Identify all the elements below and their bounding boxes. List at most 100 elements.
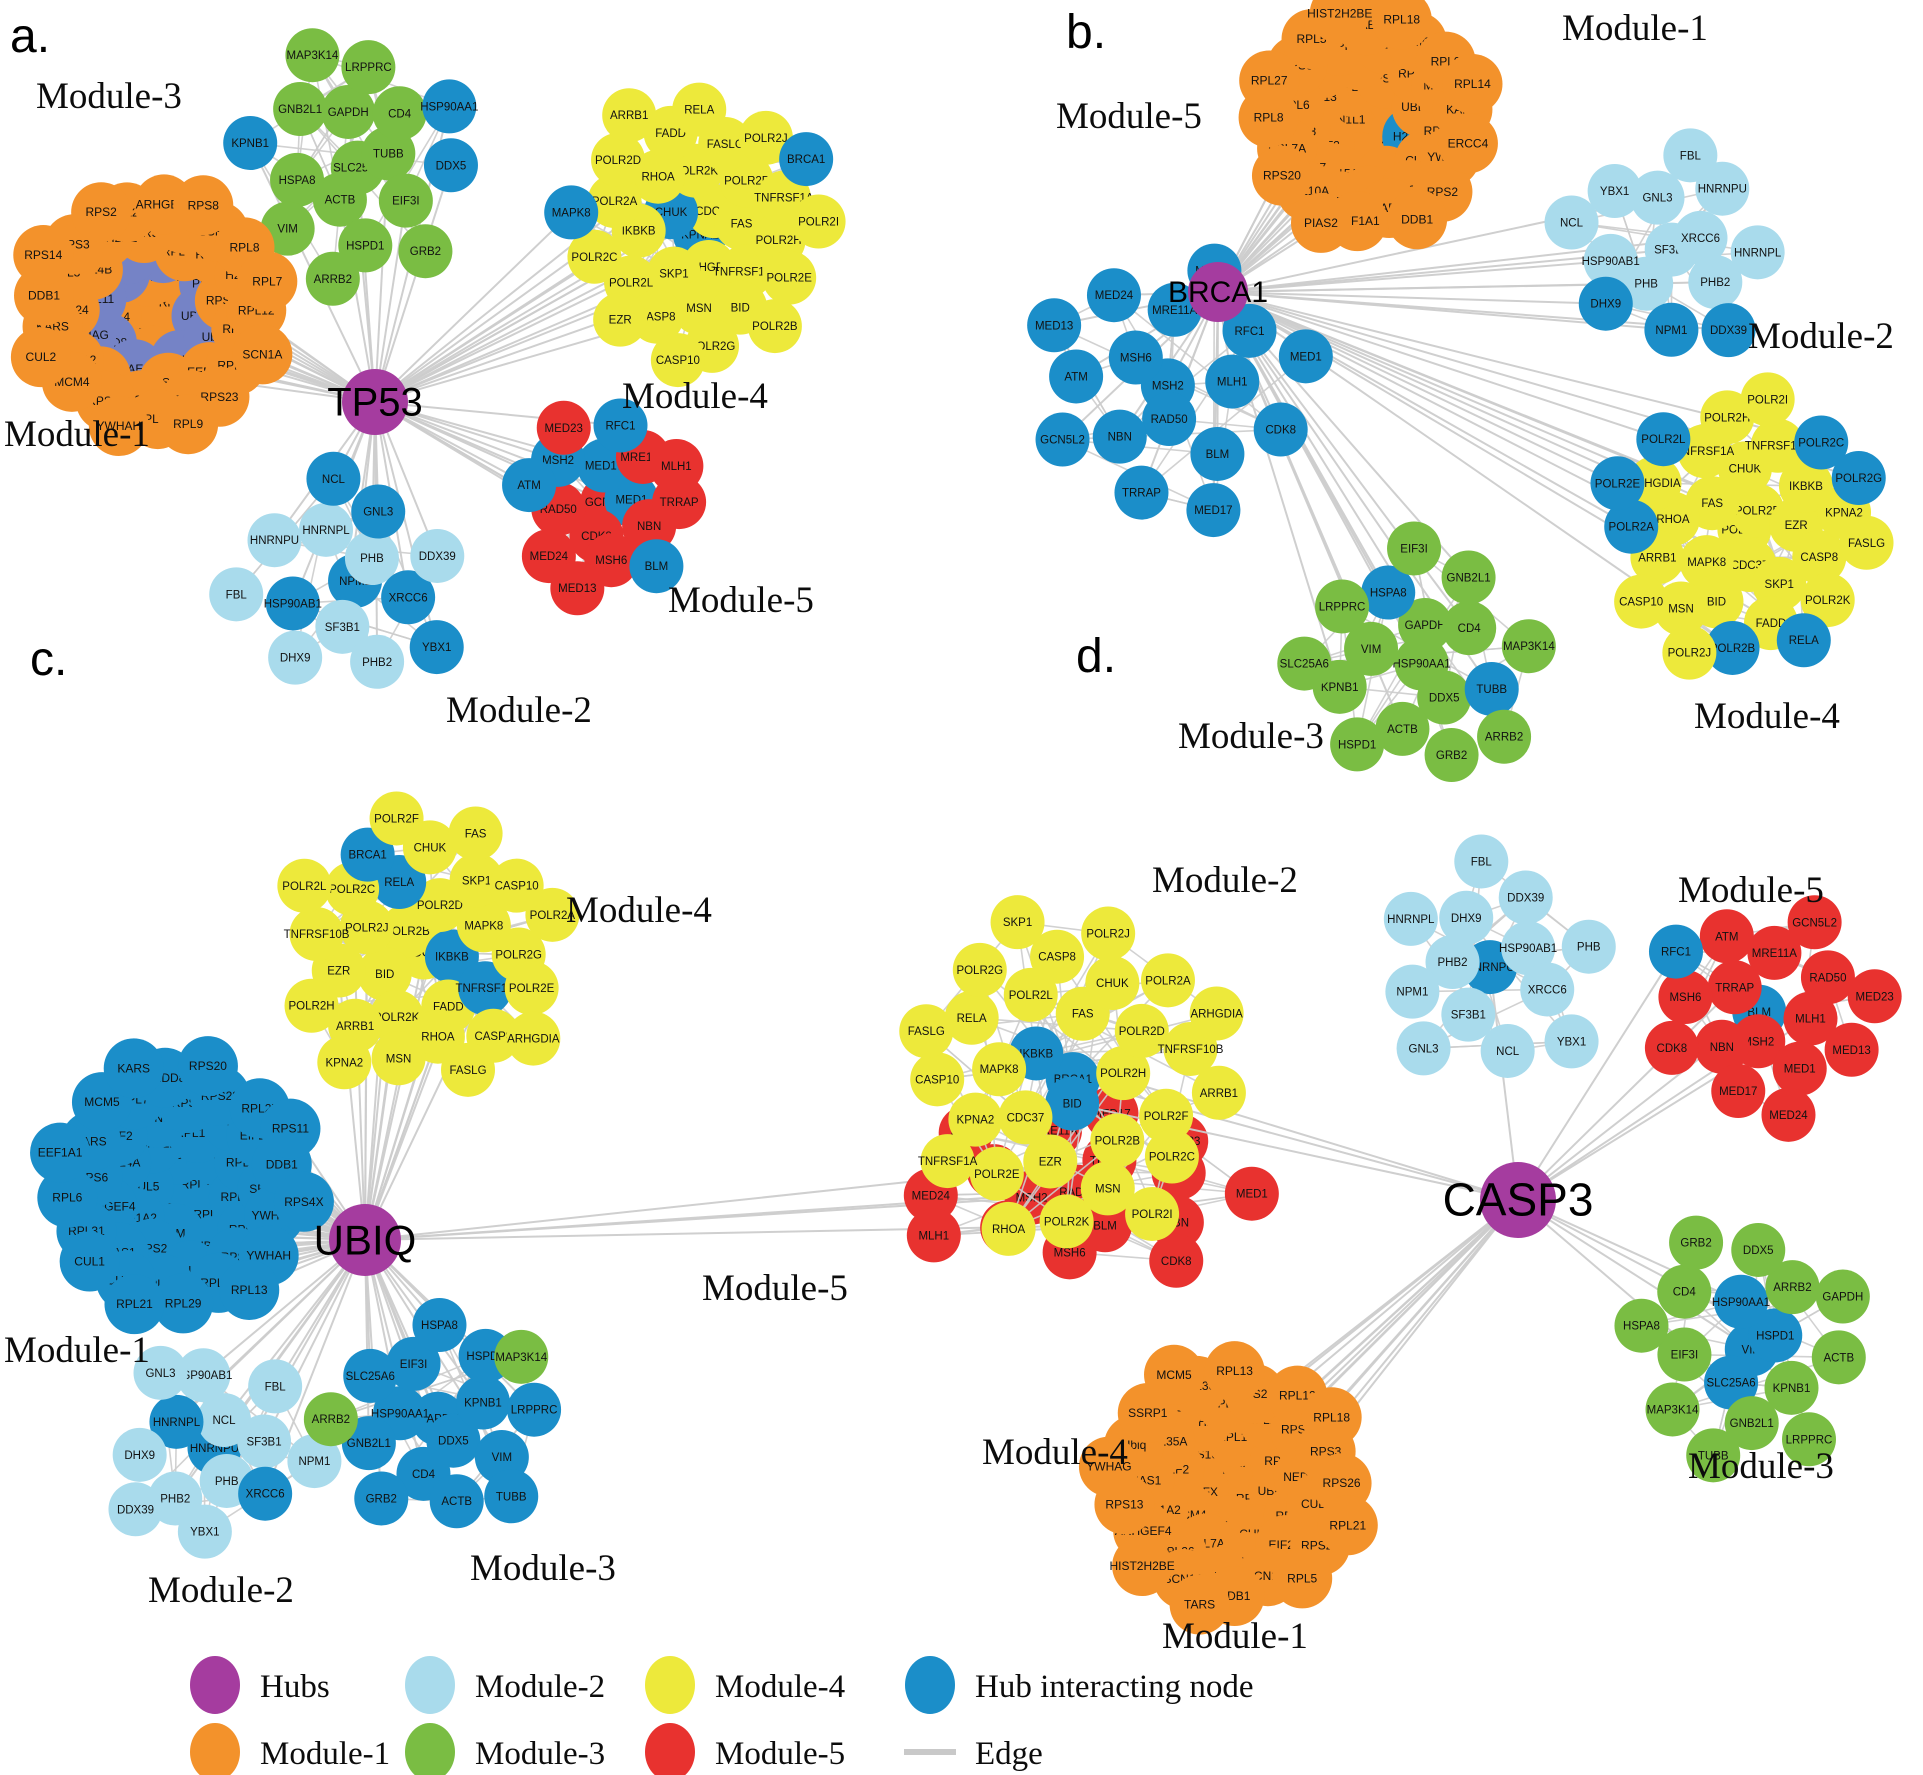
node-POLR2J[interactable] (1662, 625, 1717, 680)
node-ATM[interactable] (1699, 909, 1754, 964)
node-FBL[interactable] (1663, 128, 1718, 183)
node-RPL21[interactable] (1317, 1495, 1378, 1556)
node-RFC1[interactable] (1648, 924, 1703, 979)
node-HSPD1[interactable] (1330, 717, 1385, 772)
node-MED24[interactable] (1086, 268, 1141, 323)
node-CASP10[interactable] (1614, 574, 1669, 629)
node-CDK8[interactable] (1253, 402, 1308, 457)
node-HSP90AB1[interactable] (1583, 233, 1638, 288)
node-CD4[interactable] (1442, 601, 1497, 656)
hub-BRCA1[interactable] (1188, 262, 1248, 322)
node-RAD50[interactable] (1800, 950, 1855, 1005)
node-ACTB[interactable] (1811, 1330, 1866, 1385)
node-MLH1[interactable] (1205, 354, 1260, 409)
node-LRPPRC[interactable] (1315, 579, 1370, 634)
node-RELA[interactable] (944, 990, 999, 1045)
node-POLR2A[interactable] (1140, 953, 1195, 1008)
node-PHB2[interactable] (1425, 935, 1480, 990)
node-BID[interactable] (1045, 1076, 1100, 1131)
node-ARRB1[interactable] (602, 88, 657, 143)
node-EIF3I[interactable] (386, 1336, 441, 1391)
node-RPS4X[interactable] (273, 1171, 334, 1232)
node-DDX5[interactable] (423, 138, 478, 193)
node-POLR2B[interactable] (747, 299, 802, 354)
node-RPL7[interactable] (237, 251, 298, 312)
node-HSP90AB1[interactable] (265, 576, 320, 631)
node-ATM[interactable] (1049, 349, 1104, 404)
node-YWHAG[interactable] (1078, 1436, 1139, 1497)
node-NPM1[interactable] (287, 1434, 342, 1489)
node-RPL21[interactable] (104, 1274, 165, 1335)
node-MED1[interactable] (1224, 1166, 1279, 1221)
node-GNL3[interactable] (1396, 1021, 1451, 1076)
node-POLR2C[interactable] (567, 229, 622, 284)
node-YBX1[interactable] (409, 620, 464, 675)
node-POLR2L[interactable] (277, 858, 332, 913)
node-TUBB[interactable] (1686, 1428, 1741, 1483)
node-DHX9[interactable] (112, 1427, 167, 1482)
node-HSPD1[interactable] (1748, 1308, 1803, 1363)
node-HSPA8[interactable] (1614, 1298, 1669, 1353)
node-POLR2D[interactable] (591, 132, 646, 187)
node-MAP3K14[interactable] (1645, 1382, 1700, 1437)
node-EIF3I[interactable] (1387, 521, 1442, 576)
node-MED23[interactable] (536, 400, 591, 455)
node-PHB2[interactable] (1688, 255, 1743, 310)
node-HNRNPL[interactable] (299, 502, 354, 557)
node-NPM1[interactable] (1385, 964, 1440, 1019)
node-BRCA1[interactable] (340, 827, 395, 882)
node-SKP1[interactable] (449, 853, 504, 908)
node-TARS[interactable] (1169, 1574, 1230, 1635)
node-POLR2H[interactable] (1700, 390, 1755, 445)
node-GAPDH[interactable] (321, 84, 376, 139)
node-KARS[interactable] (103, 1038, 164, 1099)
node-POLR2K[interactable] (1800, 573, 1855, 628)
node-MCM5[interactable] (1144, 1344, 1205, 1405)
node-MED17[interactable] (1711, 1064, 1766, 1119)
node-HIST2H2BE[interactable] (1309, 0, 1370, 44)
node-RPL9[interactable] (158, 394, 219, 455)
node-DHX9[interactable] (1578, 276, 1633, 331)
node-POLR2L[interactable] (1636, 412, 1691, 467)
node-NCL[interactable] (306, 451, 361, 506)
node-ARRB2[interactable] (1477, 709, 1532, 764)
node-KPNA2[interactable] (948, 1092, 1003, 1147)
node-ATM[interactable] (502, 458, 557, 513)
node-HSPA8[interactable] (412, 1298, 467, 1353)
node-DDX39[interactable] (1701, 303, 1756, 358)
node-ACTB[interactable] (312, 172, 367, 227)
node-TNFRSF1A[interactable] (458, 961, 513, 1016)
node-MED24[interactable] (1761, 1087, 1816, 1142)
node-POLR2D[interactable] (1114, 1003, 1169, 1058)
node-ARRB2[interactable] (1765, 1260, 1820, 1315)
node-RPS11[interactable] (260, 1098, 321, 1159)
node-CASP10[interactable] (910, 1052, 965, 1107)
node-PHB[interactable] (344, 531, 399, 586)
node-EZR[interactable] (1023, 1134, 1078, 1189)
node-FASLG[interactable] (441, 1042, 496, 1097)
node-MED17[interactable] (1186, 483, 1241, 538)
node-POLR2A[interactable] (525, 887, 580, 942)
node-DDX39[interactable] (108, 1482, 163, 1537)
node-TUBB[interactable] (1464, 661, 1519, 716)
node-FBL[interactable] (248, 1359, 303, 1414)
node-GNL3[interactable] (1630, 170, 1685, 225)
node-MAP3K14[interactable] (1501, 619, 1556, 674)
node-CDK8[interactable] (1149, 1233, 1204, 1288)
node-RPL27[interactable] (1239, 50, 1300, 111)
node-RPL13[interactable] (219, 1259, 280, 1320)
node-NCL[interactable] (1480, 1023, 1535, 1078)
node-CDC37[interactable] (998, 1090, 1053, 1145)
node-RPL14[interactable] (1442, 53, 1503, 114)
node-POLR2J[interactable] (738, 110, 793, 165)
node-MSH6[interactable] (1108, 330, 1163, 385)
node-FASLG[interactable] (1839, 515, 1894, 570)
node-RPS2[interactable] (71, 182, 132, 243)
node-MAPK8[interactable] (972, 1042, 1027, 1097)
node-POLR2A[interactable] (587, 174, 642, 229)
node-MED13[interactable] (1027, 298, 1082, 353)
node-MLH1[interactable] (649, 439, 704, 494)
node-GRB2[interactable] (354, 1471, 409, 1526)
node-PHB2[interactable] (350, 634, 405, 689)
node-TNFRSF10B[interactable] (289, 907, 344, 962)
